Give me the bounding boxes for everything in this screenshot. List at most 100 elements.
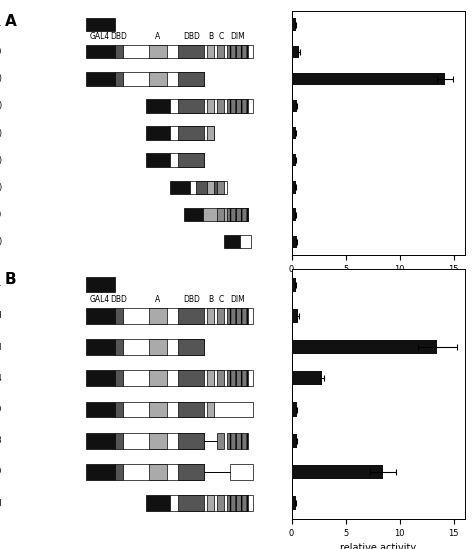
Bar (292, 371, 322, 385)
Bar (146, 99, 170, 113)
Bar (86, 402, 115, 417)
Bar (170, 154, 204, 167)
Bar (207, 371, 214, 386)
Bar (170, 181, 190, 194)
Bar (292, 496, 296, 510)
Bar (228, 308, 247, 324)
Bar (86, 371, 115, 386)
Bar (292, 309, 298, 323)
Bar (228, 495, 247, 511)
Bar (123, 308, 254, 324)
Bar (178, 72, 204, 86)
Text: A: A (5, 14, 17, 29)
Text: A: A (155, 295, 161, 304)
Text: GAL4-RFX4 (1-320): GAL4-RFX4 (1-320) (0, 128, 2, 138)
Text: DBD: DBD (110, 295, 128, 304)
Text: GAL4-RFX1 Full (1-979): GAL4-RFX1 Full (1-979) (0, 47, 2, 56)
Text: GAL4: GAL4 (90, 295, 110, 304)
Bar (178, 402, 204, 417)
Bar (292, 278, 296, 292)
Bar (115, 308, 123, 324)
Bar (190, 181, 228, 194)
X-axis label: relative activity: relative activity (340, 543, 416, 549)
Bar (203, 208, 247, 221)
Text: B: B (5, 272, 17, 287)
Bar (228, 433, 247, 449)
Bar (149, 433, 167, 449)
Bar (86, 72, 115, 86)
Bar (292, 46, 299, 58)
Bar (178, 371, 204, 386)
Bar (207, 402, 214, 417)
Bar (217, 308, 225, 324)
Bar (292, 402, 297, 417)
Bar (217, 495, 225, 511)
Bar (292, 181, 296, 194)
Bar (292, 19, 296, 31)
Bar (123, 45, 254, 59)
Bar (207, 308, 214, 324)
Text: GAL4: GAL4 (0, 280, 2, 289)
Bar (292, 434, 297, 448)
Text: GAL4-RFX4 Full: GAL4-RFX4 Full (0, 498, 2, 508)
Bar (149, 339, 167, 355)
Text: GAL4-RFX1N-RFX4ΔD: GAL4-RFX1N-RFX4ΔD (0, 405, 2, 414)
Bar (115, 371, 123, 386)
Text: C: C (218, 32, 224, 41)
Bar (178, 154, 204, 167)
Text: B: B (208, 32, 213, 41)
Text: GAL4: GAL4 (90, 32, 110, 41)
Text: DIM: DIM (230, 32, 245, 41)
Bar (228, 99, 247, 113)
Text: GAL4-RFX1 Full: GAL4-RFX1 Full (0, 311, 2, 321)
Bar (115, 464, 123, 480)
Bar (170, 99, 254, 113)
Bar (149, 45, 167, 59)
Text: B: B (208, 295, 213, 304)
Bar (207, 495, 214, 511)
Bar (86, 308, 115, 324)
Text: GAL4-RFX4 (283-499): GAL4-RFX4 (283-499) (0, 210, 2, 219)
Bar (228, 371, 247, 386)
Text: C: C (218, 295, 224, 304)
Bar (292, 340, 438, 354)
Text: DBD: DBD (183, 32, 200, 41)
Bar (86, 277, 115, 293)
Bar (292, 465, 383, 479)
Bar (217, 371, 225, 386)
Bar (228, 45, 247, 59)
Bar (86, 464, 115, 480)
Bar (217, 208, 225, 221)
Text: GAL4-RFX1N (1-621): GAL4-RFX1N (1-621) (0, 74, 2, 83)
Bar (86, 45, 115, 59)
Bar (146, 495, 170, 511)
Text: DIM: DIM (230, 295, 245, 304)
Bar (207, 126, 214, 140)
Bar (207, 99, 214, 113)
Bar (217, 433, 225, 449)
Bar (123, 371, 254, 386)
Bar (178, 339, 204, 355)
Bar (86, 339, 115, 355)
Bar (207, 181, 214, 194)
Text: GAL4-RFX1N-RFX4ΔBCD: GAL4-RFX1N-RFX4ΔBCD (0, 467, 2, 477)
Bar (292, 100, 297, 112)
Bar (115, 45, 123, 59)
Bar (115, 433, 123, 449)
Bar (115, 72, 123, 86)
Bar (178, 45, 204, 59)
Bar (184, 208, 203, 221)
Bar (149, 308, 167, 324)
Bar (178, 495, 204, 511)
Bar (178, 99, 204, 113)
Text: DBD: DBD (110, 32, 128, 41)
Bar (149, 402, 167, 417)
Bar (217, 45, 225, 59)
Text: GAL4-RFX4 (490-563): GAL4-RFX4 (490-563) (0, 237, 2, 246)
Text: GAL4-RFX4 (124-415): GAL4-RFX4 (124-415) (0, 183, 2, 192)
Bar (170, 495, 254, 511)
Bar (115, 339, 123, 355)
Bar (86, 433, 115, 449)
Bar (123, 72, 204, 86)
Bar (178, 433, 204, 449)
